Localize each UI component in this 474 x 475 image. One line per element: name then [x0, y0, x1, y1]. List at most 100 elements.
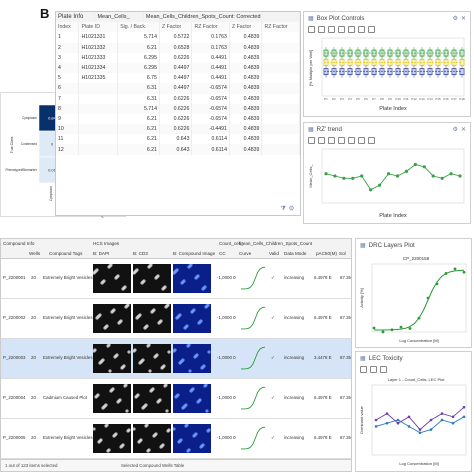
- column-header: Plate ID: [78, 22, 119, 33]
- dapi-image[interactable]: [93, 424, 131, 453]
- cm-row-label: Cytoplasm: [22, 116, 37, 120]
- rz-trend-chart: Plate Index Mean_Cells_: [308, 148, 465, 219]
- table-row[interactable]: 3 H1021333 6.295 0.6226 0.4491 0.4839: [56, 52, 300, 63]
- settings-icon[interactable]: ⚙: [289, 206, 294, 212]
- sol: 87.35: [340, 395, 351, 400]
- table-cell: -0.6574: [191, 113, 230, 125]
- box-plot-panel: ▦ Box Plot Controls ⚙ ✕ P1 P2 P3 P4 P5 P6 P7 P8…: [303, 11, 471, 117]
- pan-tool-icon[interactable]: [328, 137, 335, 144]
- table-cell: 0.6528: [159, 42, 193, 53]
- wells: 20: [31, 395, 36, 400]
- cd3-image[interactable]: [133, 264, 171, 293]
- filter-icon[interactable]: ⧩: [280, 206, 286, 212]
- dapi-image[interactable]: [93, 304, 131, 333]
- table-cell: 2: [56, 42, 80, 53]
- compound-image[interactable]: [173, 424, 211, 453]
- table-row[interactable]: 7 6.31 0.6226 -0.6574 0.4839: [56, 93, 300, 104]
- table-row[interactable]: P_2200005 20 Extremely Bright Vesicles -1,0…: [1, 419, 351, 459]
- table-row[interactable]: 2 H1021332 6.21 0.6528 0.1763 0.4839: [56, 42, 300, 53]
- lec-point: [451, 415, 455, 419]
- compound-image[interactable]: [173, 304, 211, 333]
- col-data-mode: Data Mode: [284, 251, 307, 256]
- reset-tool-icon[interactable]: [358, 26, 365, 33]
- pan-tool-icon[interactable]: [380, 366, 387, 373]
- compound-table-footer: 1 out of 123 items selected Selected Com…: [1, 459, 351, 471]
- x-tick-label: P16: [443, 97, 449, 101]
- lasso-tool-icon[interactable]: [338, 26, 345, 33]
- cd3-image[interactable]: [133, 384, 171, 413]
- compound-image[interactable]: [173, 384, 211, 413]
- col-compound-info: Compound Info: [3, 241, 35, 246]
- selected-wells-table-tab[interactable]: Selected Compound Wells Table: [121, 463, 185, 468]
- lec-point: [418, 428, 422, 431]
- compound-image[interactable]: [173, 344, 211, 373]
- trend-point: [413, 162, 417, 167]
- table-row[interactable]: 6 6.31 0.4497 -0.6574 0.4839: [56, 83, 300, 94]
- x-tick-label: P11: [403, 97, 408, 101]
- table-row[interactable]: 12 6.21 0.643 0.6114 0.4839: [56, 144, 300, 155]
- drc-point: [417, 316, 421, 320]
- sol: 87.35: [340, 435, 351, 440]
- col-pac50: pAC50(M): [316, 251, 337, 256]
- dapi-image[interactable]: [93, 344, 131, 373]
- table-row[interactable]: P_2200002 20 Extremely Bright Vesicles -1,0…: [1, 299, 351, 339]
- chart-icon: ▦: [308, 127, 314, 133]
- pac50: 6.4978 E: [314, 395, 332, 400]
- table-cell: 0.6226: [159, 103, 193, 114]
- table-cell: 8: [56, 103, 80, 114]
- close-icon[interactable]: ✕: [460, 127, 466, 133]
- chart-toolbar: [304, 136, 470, 145]
- export-tool-icon[interactable]: [368, 137, 375, 144]
- cd3-image[interactable]: [133, 344, 171, 373]
- filter-tool-icon[interactable]: [348, 26, 355, 33]
- lec-point: [374, 418, 378, 422]
- table-row[interactable]: 5 H1021335 6.75 0.4497 0.4491 0.4839: [56, 73, 300, 84]
- export-tool-icon[interactable]: [368, 26, 375, 33]
- cd3-image[interactable]: [133, 304, 171, 333]
- table-cell: 6.295: [117, 62, 160, 74]
- table-cell: [261, 73, 300, 84]
- table-row[interactable]: 1 H1021331 5.714 0.5722 0.1763 0.4839: [56, 32, 300, 43]
- lasso-tool-icon[interactable]: [338, 137, 345, 144]
- settings-icon[interactable]: ⚙: [452, 16, 458, 22]
- table-row[interactable]: 10 6.21 0.6226 -0.4491 0.4839: [56, 124, 300, 135]
- col-group-corrected: Mean_Cells_Children_Spots_Count: Correct…: [143, 12, 301, 23]
- compound-tag: Extremely Bright Vesicles: [43, 355, 93, 360]
- compound-image[interactable]: [173, 264, 211, 293]
- col-mean-cells: Mean_Cells_Children_Spots_Count: [239, 241, 313, 246]
- reset-tool-icon[interactable]: [358, 137, 365, 144]
- x-tick-label: P13: [419, 97, 425, 101]
- pan-tool-icon[interactable]: [328, 26, 335, 33]
- zoom-tool-icon[interactable]: [318, 26, 325, 33]
- wells: 20: [31, 435, 36, 440]
- zoom-tool-icon[interactable]: [370, 366, 377, 373]
- select-tool-icon[interactable]: [308, 26, 315, 33]
- select-tool-icon[interactable]: [308, 137, 315, 144]
- table-row[interactable]: P_2200003 20 Extremely Bright Vesicles -1,0…: [1, 339, 351, 379]
- select-tool-icon[interactable]: [360, 366, 367, 373]
- dapi-image[interactable]: [93, 384, 131, 413]
- filter-tool-icon[interactable]: [348, 137, 355, 144]
- cd3-image[interactable]: [133, 424, 171, 453]
- table-row[interactable]: 4 H1021334 6.295 0.4497 0.4491 0.4839: [56, 62, 300, 74]
- cm-value: 0.01: [48, 168, 57, 173]
- dapi-image[interactable]: [93, 264, 131, 293]
- table-row[interactable]: P_2200001 20 Extremely Bright Vesicles -1,0…: [1, 259, 351, 299]
- table-cell: 0.4491: [191, 52, 230, 63]
- x-tick-label: P6: [364, 97, 368, 101]
- table-row[interactable]: P_2200004 20 Cadmium Caused Plot -1,0000 0 ✓…: [1, 379, 351, 419]
- plate-info-table: Plate Info Mean_Cells_ Mean_Cells_Childr…: [55, 11, 301, 216]
- trend-point: [360, 174, 364, 178]
- table-cell: H1021335: [78, 73, 119, 84]
- table-row[interactable]: 11 6.21 0.643 0.6114 0.4839: [56, 134, 300, 145]
- table-row[interactable]: 8 5.714 0.6226 -0.6574 0.4839: [56, 103, 300, 114]
- close-icon[interactable]: ✕: [460, 16, 466, 22]
- table-cell: H1021332: [78, 42, 119, 53]
- x-tick-label: P10: [395, 97, 401, 101]
- table-cell: 10: [56, 124, 80, 135]
- tab-plate-info[interactable]: Plate Info: [56, 12, 96, 23]
- settings-icon[interactable]: ⚙: [452, 127, 458, 133]
- zoom-tool-icon[interactable]: [318, 137, 325, 144]
- table-row[interactable]: 9 6.21 0.6226 -0.6574 0.4839: [56, 113, 300, 125]
- sol: 87.35: [340, 275, 351, 280]
